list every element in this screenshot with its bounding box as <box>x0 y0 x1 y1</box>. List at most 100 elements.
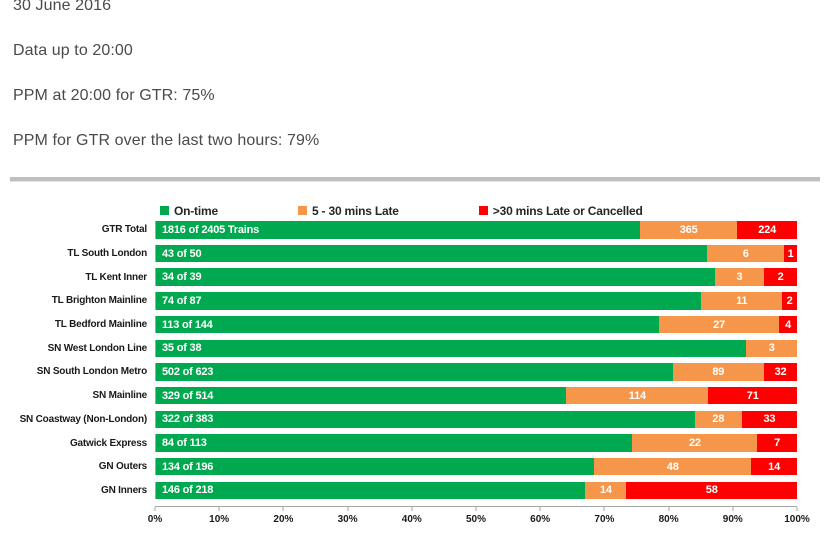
segment-value: 1816 of 2405 Trains <box>162 223 260 236</box>
axis-tick-mark <box>475 507 477 512</box>
very-late-segment: 33 <box>741 410 797 429</box>
chart-row: Gatwick Express 84 of 113 22 7 <box>0 431 830 455</box>
segment-value: 28 <box>712 413 725 426</box>
segment-value: 224 <box>758 223 776 236</box>
segment-value: 322 of 383 <box>162 413 214 426</box>
very-late-segment: 14 <box>751 457 797 476</box>
chart-row: TL Bedford Mainline 113 of 144 27 4 <box>0 313 830 337</box>
axis-tick-mark <box>154 507 156 512</box>
segment-value: 114 <box>628 389 646 402</box>
row-label: GTR Total <box>101 224 147 236</box>
very-late-segment: 4 <box>779 315 797 334</box>
legend-label: >30 mins Late or Cancelled <box>492 203 643 218</box>
chart-row: SN South London Metro 502 of 623 89 32 <box>0 360 830 384</box>
ppm-stacked-bar-chart: On-time 5 - 30 mins Late >30 mins Late o… <box>0 203 830 528</box>
stacked-bar: 74 of 87 11 2 <box>155 292 797 310</box>
stacked-bar: 146 of 218 14 58 <box>155 481 797 500</box>
axis-tick-label: 80% <box>658 514 679 526</box>
on-time-segment: 1816 of 2405 Trains <box>156 221 640 239</box>
segment-value: 2 <box>777 271 784 284</box>
chart-row: GN Inners 146 of 218 14 58 <box>0 479 830 503</box>
chart-row: GTR Total 1816 of 2405 Trains 365 224 <box>0 218 830 242</box>
on-time-segment: 322 of 383 <box>156 410 695 429</box>
axis-tick-mark <box>347 507 349 512</box>
segment-value: 365 <box>679 223 698 236</box>
chart-row: SN West London Line 35 of 38 3 <box>0 336 830 360</box>
segment-value: 71 <box>746 389 759 402</box>
segment-value: 329 of 514 <box>162 389 214 402</box>
row-label: SN Mainline <box>92 390 148 402</box>
segment-value: 1 <box>787 247 794 260</box>
stacked-bar: 35 of 38 3 <box>155 339 797 358</box>
chart-row: TL Brighton Mainline 74 of 87 11 2 <box>0 289 830 313</box>
chart-row: GN Outers 134 of 196 48 14 <box>0 455 830 479</box>
axis-tick-label: 20% <box>273 514 294 526</box>
axis-tick-mark <box>218 507 220 512</box>
stacked-bar: 113 of 144 27 4 <box>155 315 797 334</box>
segment-value: 4 <box>785 318 792 331</box>
row-label: Gatwick Express <box>69 437 147 449</box>
segment-value: 32 <box>774 365 787 378</box>
segment-value: 14 <box>768 460 780 473</box>
legend-label: 5 - 30 mins Late <box>311 203 399 218</box>
stacked-bar: 43 of 50 6 1 <box>155 244 797 263</box>
section-divider <box>10 177 820 182</box>
segment-value: 34 of 39 <box>162 271 202 284</box>
stacked-bar: 322 of 383 28 33 <box>155 410 797 429</box>
segment-value: 113 of 144 <box>162 318 213 331</box>
legend-label: On-time <box>174 203 218 218</box>
late-segment: 89 <box>672 363 765 381</box>
chart-row: SN Mainline 329 of 514 114 71 <box>0 384 830 408</box>
chart-legend: On-time 5 - 30 mins Late >30 mins Late o… <box>160 203 830 218</box>
late-segment: 114 <box>566 386 709 405</box>
ppm-current-line: PPM at 20:00 for GTR: 75% <box>13 87 215 104</box>
segment-value: 7 <box>774 437 781 450</box>
chart-rows: GTR Total 1816 of 2405 Trains 365 224 TL Sou… <box>0 218 830 502</box>
axis-tick-label: 10% <box>209 514 230 526</box>
segment-value: 27 <box>713 318 726 331</box>
legend-item-late: 5 - 30 mins Late <box>297 203 399 218</box>
axis-tick-mark <box>668 507 670 512</box>
data-up-to-line: Data up to 20:00 <box>13 42 133 59</box>
very-late-segment: 7 <box>757 434 797 452</box>
segment-value: 48 <box>666 460 679 473</box>
segment-value: 146 of 218 <box>162 484 214 497</box>
stacked-bar: 329 of 514 114 71 <box>155 386 797 405</box>
on-time-segment: 329 of 514 <box>156 386 567 405</box>
very-late-segment: 71 <box>708 386 797 405</box>
segment-value: 11 <box>736 294 748 307</box>
late-segment: 3 <box>714 268 765 286</box>
on-time-segment: 35 of 38 <box>156 339 747 358</box>
legend-item-on-time: On-time <box>160 204 218 218</box>
segment-value: 33 <box>763 413 776 426</box>
on-time-swatch-icon <box>160 206 169 215</box>
row-label: TL Bedford Mainline <box>54 319 147 331</box>
row-label: SN Coastway (Non-London) <box>19 413 148 425</box>
axis-tick-label: 30% <box>337 514 358 526</box>
late-segment: 11 <box>701 292 783 310</box>
late-segment: 22 <box>632 434 758 452</box>
chart-row: TL Kent Inner 34 of 39 3 2 <box>0 265 830 289</box>
row-label: TL Kent Inner <box>85 271 147 283</box>
axis-tick-label: 100% <box>784 514 810 526</box>
very-late-segment: 1 <box>784 244 797 263</box>
very-late-segment: 2 <box>782 292 797 310</box>
on-time-segment: 43 of 50 <box>156 244 708 263</box>
segment-value: 43 of 50 <box>162 247 202 260</box>
x-axis: 0% 10% 20% 30% 40% 50% 60% 70% 80% 90% 100% <box>148 506 810 528</box>
segment-value: 3 <box>736 271 743 284</box>
row-label: TL South London <box>67 248 147 260</box>
segment-value: 35 of 38 <box>162 342 202 355</box>
axis-tick-mark <box>282 507 284 512</box>
late-swatch-icon <box>297 206 307 215</box>
very-late-segment: 2 <box>764 268 797 286</box>
segment-value: 22 <box>688 437 701 450</box>
axis-tick-label: 90% <box>722 514 743 526</box>
chart-row: SN Coastway (Non-London) 322 of 383 28 33 <box>0 408 830 432</box>
stacked-bar: 134 of 196 48 14 <box>155 457 797 476</box>
report-date: 30 June 2016 <box>13 0 112 14</box>
on-time-segment: 113 of 144 <box>156 315 659 334</box>
axis-tick-mark <box>796 507 798 512</box>
segment-value: 6 <box>742 247 749 260</box>
row-label: SN West London Line <box>47 342 148 354</box>
